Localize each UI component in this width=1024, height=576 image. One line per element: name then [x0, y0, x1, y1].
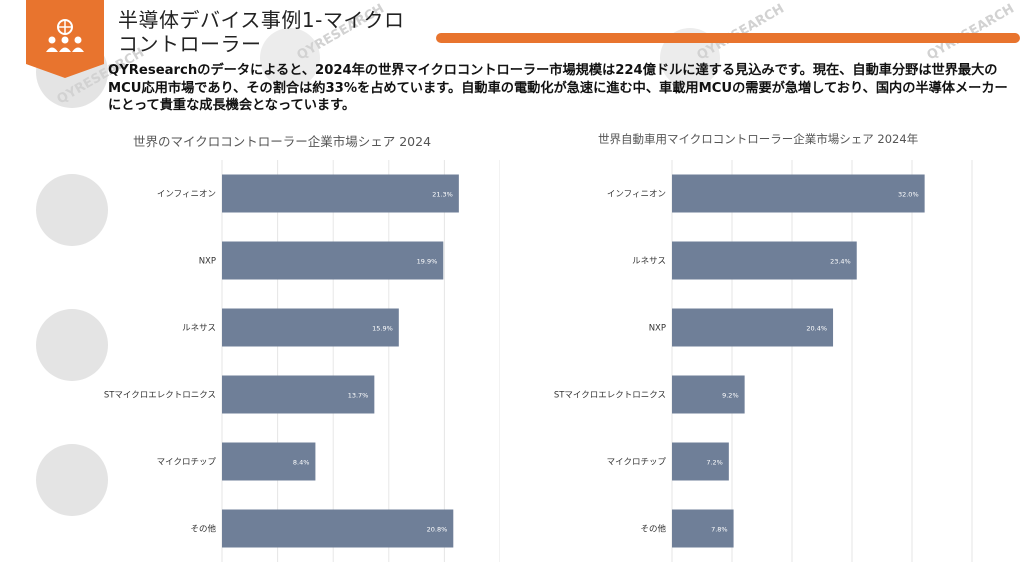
chart1-data-label: 20.8%	[427, 526, 448, 534]
chart2-data-label: 23.4%	[830, 258, 851, 266]
chart1-bar	[222, 308, 399, 347]
chart1-data-label: 8.4%	[293, 459, 310, 467]
chart2-data-label: 7.8%	[711, 526, 728, 534]
title-accent-bar	[436, 33, 1020, 43]
chart2-category-label: その他	[640, 524, 666, 535]
chart1-category-label: その他	[190, 524, 216, 535]
chart2-category-label: NXP	[649, 324, 666, 334]
chart2-bar	[672, 308, 834, 347]
chart2-data-label: 7.2%	[706, 459, 723, 467]
chart2-data-label: 20.4%	[806, 325, 827, 333]
chart2-category-label: マイクロチップ	[607, 458, 667, 468]
auto-mcu-share-chart: インフィニオン 32.0% ルネサス 23.4% NXP 20.4% STマイクロエレクトロ…	[520, 150, 990, 570]
chart1-category-label: ルネサス	[182, 324, 216, 334]
chart1-data-label: 21.3%	[432, 191, 453, 199]
chart2-bar	[672, 375, 745, 414]
chart1-data-label: 19.9%	[417, 258, 438, 266]
chart1-category-label: STマイクロエレクトロニクス	[104, 391, 216, 401]
chart2-title: 世界自動車用マイクロコントローラー企業市場シェア 2024年	[598, 132, 919, 146]
chart2-category-label: ルネサス	[632, 257, 666, 267]
chart2-data-label: 32.0%	[898, 191, 919, 199]
chart1-title: 世界のマイクロコントローラー企業市場シェア 2024	[133, 134, 432, 149]
page-title: 半導体デバイス事例1-マイクロ コントローラー	[118, 8, 404, 56]
people-network-icon	[46, 19, 84, 52]
chart1-data-label: 13.7%	[348, 392, 369, 400]
chart1-bar	[222, 241, 444, 280]
chart1-category-label: インフィニオン	[157, 190, 216, 200]
chart1-data-label: 15.9%	[372, 325, 393, 333]
description-text: QYResearchのデータによると、2024年の世界マイクロコントローラー市場…	[108, 63, 1008, 113]
chart2-data-label: 9.2%	[722, 392, 739, 400]
chart1-category-label: NXP	[199, 257, 216, 267]
chart1-bar	[222, 442, 316, 481]
chart1-bar	[222, 509, 454, 548]
chart2-category-label: インフィニオン	[607, 190, 666, 200]
auto-mcu-share-svg: インフィニオン 32.0% ルネサス 23.4% NXP 20.4% STマイクロエレクトロ…	[554, 160, 973, 562]
global-mcu-share-chart: インフィニオン 21.3% NXP 19.9% ルネサス 15.9% STマイクロエレクトロ…	[80, 150, 500, 570]
chart2-bar	[672, 442, 729, 481]
global-mcu-share-svg: インフィニオン 21.3% NXP 19.9% ルネサス 15.9% STマイクロエレクトロ…	[104, 160, 500, 562]
logo-badge	[26, 0, 104, 78]
page-title-line1: 半導体デバイス事例1-マイクロ	[118, 8, 405, 32]
chart2-category-label: STマイクロエレクトロニクス	[554, 391, 666, 401]
chart1-bar	[222, 375, 375, 414]
chart2-bar	[672, 174, 925, 213]
chart2-bar	[672, 509, 734, 548]
chart1-category-label: マイクロチップ	[157, 458, 217, 468]
chart1-bar	[222, 174, 459, 213]
page-title-line2: コントローラー	[118, 32, 262, 56]
chart2-bar	[672, 241, 857, 280]
